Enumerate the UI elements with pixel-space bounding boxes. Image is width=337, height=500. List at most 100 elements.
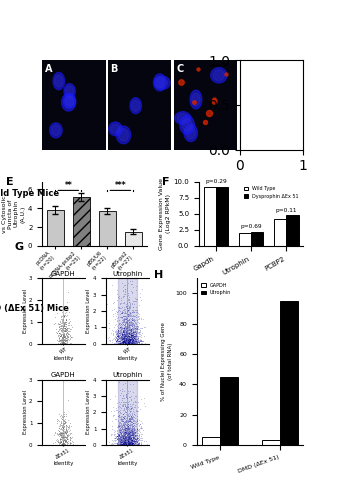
Point — [135, 436, 141, 444]
Point — [118, 414, 124, 422]
Point — [60, 323, 66, 331]
Point — [128, 331, 133, 339]
Point — [129, 439, 135, 447]
Point — [128, 436, 133, 444]
Point — [128, 431, 134, 439]
Point — [124, 336, 129, 344]
Point — [133, 334, 138, 342]
Point — [123, 428, 128, 436]
Point — [115, 326, 120, 334]
Point — [119, 413, 124, 421]
Point — [51, 439, 56, 447]
Point — [130, 334, 135, 342]
Point — [116, 440, 121, 448]
Point — [60, 422, 66, 430]
Point — [121, 432, 127, 440]
Point — [64, 434, 69, 442]
Point — [62, 430, 67, 438]
Text: p=0.11: p=0.11 — [275, 208, 297, 212]
Point — [122, 340, 127, 347]
Point — [115, 332, 120, 340]
Point — [56, 329, 61, 337]
Point — [65, 327, 71, 335]
Point — [125, 440, 130, 448]
Point — [113, 340, 119, 347]
Point — [127, 336, 132, 344]
Point — [60, 412, 65, 420]
Point — [62, 324, 67, 332]
Point — [121, 338, 126, 346]
Point — [118, 406, 123, 413]
Point — [119, 330, 124, 338]
Point — [121, 404, 126, 412]
Point — [128, 300, 133, 308]
Point — [138, 434, 143, 442]
Point — [119, 335, 125, 343]
Point — [57, 435, 62, 443]
Polygon shape — [175, 112, 191, 124]
Point — [123, 392, 128, 400]
Point — [119, 428, 124, 436]
Point — [64, 322, 69, 330]
Point — [122, 328, 127, 336]
Point — [116, 414, 122, 422]
Point — [116, 435, 122, 443]
Point — [120, 440, 126, 448]
Point — [130, 438, 136, 446]
Point — [116, 326, 121, 334]
Point — [126, 332, 131, 340]
Point — [120, 440, 126, 448]
Point — [125, 338, 130, 346]
Point — [116, 412, 121, 420]
Point — [60, 428, 65, 436]
Point — [58, 326, 64, 334]
Point — [125, 424, 130, 432]
Point — [116, 326, 121, 334]
Point — [127, 435, 132, 443]
Point — [128, 434, 133, 442]
Point — [135, 308, 141, 316]
Point — [125, 333, 130, 341]
Point — [122, 438, 127, 446]
Point — [118, 323, 123, 331]
Point — [121, 306, 126, 314]
Point — [64, 333, 69, 341]
Point — [120, 335, 126, 343]
Point — [126, 296, 131, 304]
Point — [134, 438, 140, 446]
Point — [135, 440, 141, 448]
Point — [128, 335, 133, 343]
Point — [136, 338, 141, 345]
Polygon shape — [116, 126, 131, 144]
Point — [135, 336, 141, 344]
Point — [126, 332, 131, 340]
Point — [126, 436, 131, 444]
Point — [128, 334, 133, 342]
X-axis label: Identity: Identity — [117, 462, 137, 466]
Point — [121, 438, 127, 446]
Point — [116, 436, 121, 444]
Point — [127, 400, 132, 408]
Point — [139, 336, 145, 344]
Point — [116, 332, 122, 340]
Point — [123, 336, 128, 344]
Point — [59, 436, 64, 444]
Point — [129, 322, 134, 330]
Point — [131, 440, 137, 448]
Point — [119, 321, 125, 329]
Point — [118, 440, 124, 448]
Point — [129, 329, 135, 337]
Point — [129, 338, 134, 346]
Point — [64, 320, 69, 328]
Point — [122, 325, 127, 333]
Point — [59, 425, 65, 433]
Point — [128, 277, 133, 285]
Point — [120, 432, 125, 440]
Point — [59, 338, 65, 346]
Point — [122, 430, 128, 438]
Point — [122, 414, 127, 422]
Point — [130, 434, 135, 442]
Point — [132, 432, 137, 440]
Point — [122, 439, 127, 447]
Point — [56, 336, 61, 344]
